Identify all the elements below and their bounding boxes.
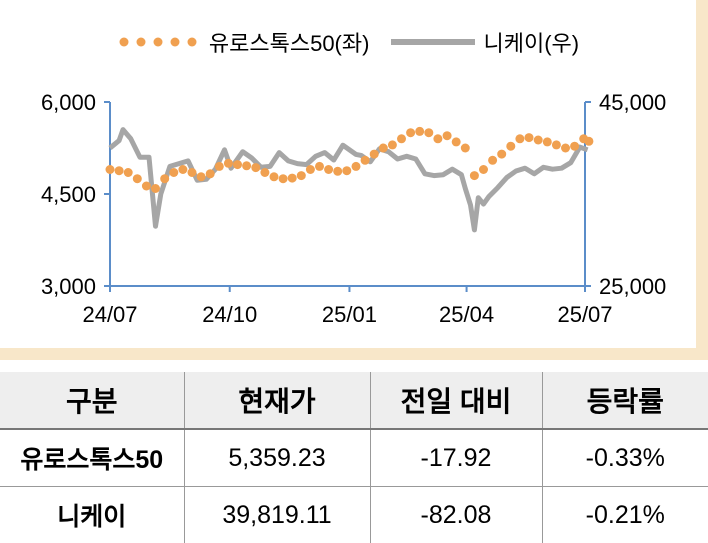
eurostoxx-point bbox=[479, 165, 488, 174]
eurostoxx-point bbox=[406, 128, 415, 137]
eurostoxx-point bbox=[233, 160, 242, 169]
eurostoxx-point bbox=[178, 165, 187, 174]
eurostoxx-point bbox=[142, 182, 151, 191]
eurostoxx-point bbox=[379, 144, 388, 153]
eurostoxx-point bbox=[242, 161, 251, 170]
y-right-tick-label: 25,000 bbox=[599, 274, 666, 299]
row-change: -17.92 bbox=[370, 429, 542, 487]
eurostoxx-point bbox=[333, 167, 342, 176]
x-tick-label: 25/01 bbox=[322, 302, 377, 327]
table-header-row: 구분 현재가 전일 대비 등락률 bbox=[0, 372, 708, 429]
row-change: -82.08 bbox=[370, 487, 542, 543]
eurostoxx-point bbox=[224, 159, 233, 168]
eurostoxx-point bbox=[497, 150, 506, 159]
eurostoxx-point bbox=[160, 174, 169, 183]
eurostoxx-point bbox=[561, 144, 570, 153]
eurostoxx-point bbox=[388, 140, 397, 149]
y-left-tick-label: 4,500 bbox=[41, 182, 96, 207]
x-tick-label: 25/04 bbox=[439, 302, 494, 327]
y-right-tick-label: 45,000 bbox=[599, 90, 666, 115]
eurostoxx-point bbox=[260, 168, 269, 177]
eurostoxx-point bbox=[288, 174, 297, 183]
table-row: 유로스톡스50 5,359.23 -17.92 -0.33% bbox=[0, 429, 708, 487]
eurostoxx-point bbox=[169, 168, 178, 177]
eurostoxx-point bbox=[470, 171, 479, 180]
row-price: 39,819.11 bbox=[184, 487, 370, 543]
row-price: 5,359.23 bbox=[184, 429, 370, 487]
header-rate: 등락률 bbox=[542, 372, 708, 429]
row-name: 니케이 bbox=[0, 487, 184, 543]
eurostoxx-point bbox=[251, 163, 260, 172]
header-price: 현재가 bbox=[184, 372, 370, 429]
index-table: 구분 현재가 전일 대비 등락률 유로스톡스50 5,359.23 -17.92… bbox=[0, 372, 708, 543]
eurostoxx-point bbox=[543, 137, 552, 146]
eurostoxx-point bbox=[297, 171, 306, 180]
eurostoxx-point bbox=[206, 169, 215, 178]
eurostoxx-point bbox=[534, 136, 543, 145]
row-rate: -0.33% bbox=[542, 429, 708, 487]
x-tick-label: 25/07 bbox=[557, 302, 612, 327]
eurostoxx-point bbox=[306, 165, 315, 174]
eurostoxx-point bbox=[315, 162, 324, 171]
eurostoxx-point bbox=[215, 162, 224, 171]
eurostoxx-point bbox=[488, 156, 497, 165]
eurostoxx-point bbox=[270, 172, 279, 181]
eurostoxx-point bbox=[115, 166, 124, 175]
eurostoxx-point bbox=[324, 165, 333, 174]
header-category: 구분 bbox=[0, 372, 184, 429]
eurostoxx-point bbox=[342, 166, 351, 175]
eurostoxx-point bbox=[361, 156, 370, 165]
eurostoxx-point bbox=[370, 150, 379, 159]
eurostoxx-point bbox=[452, 137, 461, 146]
eurostoxx-point bbox=[106, 165, 115, 174]
x-tick-label: 24/07 bbox=[82, 302, 137, 327]
eurostoxx-point bbox=[124, 168, 133, 177]
row-rate: -0.21% bbox=[542, 487, 708, 543]
eurostoxx-point bbox=[151, 184, 160, 193]
nikkei-series-line bbox=[110, 130, 588, 230]
eurostoxx-point bbox=[415, 127, 424, 136]
eurostoxx-point bbox=[515, 134, 524, 143]
row-name: 유로스톡스50 bbox=[0, 429, 184, 487]
header-change: 전일 대비 bbox=[370, 372, 542, 429]
eurostoxx-point bbox=[570, 142, 579, 151]
eurostoxx-point bbox=[433, 134, 442, 143]
eurostoxx-point bbox=[584, 137, 593, 146]
eurostoxx-point bbox=[443, 131, 452, 140]
eurostoxx-point bbox=[552, 140, 561, 149]
eurostoxx-point bbox=[506, 142, 515, 151]
eurostoxx-point bbox=[279, 174, 288, 183]
chart-plot: 6,000 4,500 3,000 45,000 25,000 24/07 24/10 25/… bbox=[0, 0, 696, 348]
eurostoxx-point bbox=[461, 144, 470, 153]
eurostoxx-point bbox=[525, 133, 534, 142]
eurostoxx-point bbox=[397, 134, 406, 143]
y-left-tick-label: 3,000 bbox=[41, 274, 96, 299]
eurostoxx-point bbox=[352, 162, 361, 171]
eurostoxx-point bbox=[188, 168, 197, 177]
x-tick-label: 24/10 bbox=[202, 302, 257, 327]
eurostoxx-point bbox=[133, 174, 142, 183]
eurostoxx-point bbox=[197, 172, 206, 181]
y-left-tick-label: 6,000 bbox=[41, 90, 96, 115]
eurostoxx-point bbox=[424, 128, 433, 137]
table-row: 니케이 39,819.11 -82.08 -0.21% bbox=[0, 487, 708, 543]
